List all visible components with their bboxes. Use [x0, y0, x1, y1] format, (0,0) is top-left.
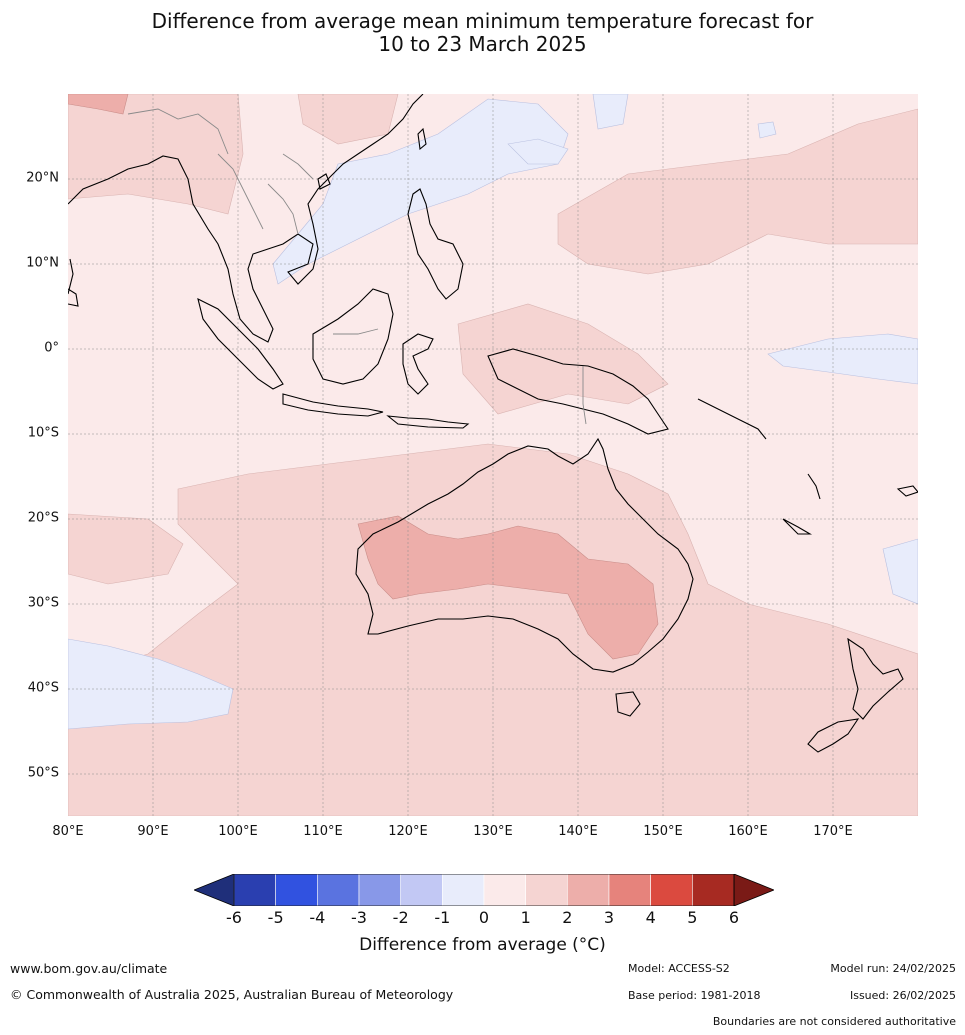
colorbar-extend-low	[194, 874, 235, 906]
coast-fiji	[896, 485, 918, 497]
colorbar	[194, 874, 774, 906]
colorbar-swatch	[650, 874, 693, 906]
colorbar-tick-label: 2	[562, 908, 573, 927]
coast-sulawesi	[402, 333, 434, 395]
coast-new-caledonia	[782, 518, 813, 535]
coast-lesser-sunda	[386, 415, 470, 429]
coast-solomons	[697, 398, 767, 440]
coast-nz-north	[847, 637, 904, 720]
coast-tasmania	[615, 691, 641, 717]
lat-label-10n: 10°N	[26, 255, 59, 271]
coast-india-east	[68, 258, 74, 295]
coast-nz-south	[807, 718, 860, 753]
lat-label-50s: 50°S	[27, 765, 59, 781]
footer-model: Model: ACCESS-S2	[628, 962, 730, 975]
map-title: Difference from average mean minimum tem…	[0, 10, 965, 56]
colorbar-tick-label: -2	[392, 908, 409, 927]
coastlines	[68, 94, 918, 753]
colorbar-swatch	[233, 874, 276, 906]
footer-website: www.bom.gov.au/climate	[10, 961, 168, 976]
coast-borneo	[312, 288, 394, 385]
lon-label-110e: 110°E	[303, 824, 343, 839]
footer-copyright: © Commonwealth of Australia 2025, Austra…	[10, 987, 454, 1002]
colorbar-tick-label: -6	[226, 908, 242, 927]
colorbar-swatch	[525, 874, 568, 906]
colorbar-swatch	[275, 874, 318, 906]
title-line-2: 10 to 23 March 2025	[378, 32, 587, 56]
colorbar-tick-label: 1	[520, 908, 531, 927]
colorbar-tick-label: -5	[267, 908, 284, 927]
coast-asia	[68, 94, 424, 343]
lat-label-20n: 20°N	[26, 170, 59, 186]
lon-label-80e: 80°E	[52, 824, 84, 839]
lon-label-120e: 120°E	[388, 824, 428, 839]
colorbar-swatch	[567, 874, 610, 906]
colorbar-tick-label: 0	[478, 908, 490, 927]
colorbar-swatch	[400, 874, 443, 906]
coast-philippines	[407, 188, 464, 300]
title-line-1: Difference from average mean minimum tem…	[151, 9, 814, 33]
coast-new-guinea	[487, 348, 669, 435]
footer-issued: Issued: 26/02/2025	[849, 989, 956, 1002]
colorbar-label: Difference from average (°C)	[359, 935, 606, 955]
coast-australia	[355, 437, 694, 673]
colorbar-tick-label: 3	[603, 908, 615, 927]
colorbar-tick-label: 6	[728, 908, 740, 927]
lat-label-40s: 40°S	[27, 680, 59, 696]
lat-label-30s: 30°S	[27, 595, 59, 611]
graticule	[68, 94, 918, 816]
colorbar-frame	[233, 874, 735, 906]
coast-vanuatu	[807, 473, 821, 500]
colorbar-swatch	[317, 874, 360, 906]
lon-label-130e: 130°E	[473, 824, 513, 839]
coast-sri-lanka	[68, 288, 79, 307]
coast-java	[282, 393, 384, 417]
colorbar-swatch	[358, 874, 401, 906]
lon-label-160e: 160°E	[728, 824, 768, 839]
colorbar-tick-label: -4	[309, 908, 326, 927]
lon-label-90e: 90°E	[137, 824, 169, 839]
footer-base-period: Base period: 1981-2018	[628, 989, 761, 1002]
footer-model-run: Model run: 24/02/2025	[830, 962, 956, 975]
colorbar-swatch	[442, 874, 485, 906]
colorbar-extend-high	[733, 874, 774, 906]
colorbar-tick-label: -3	[351, 908, 367, 927]
colorbar-swatch	[692, 874, 735, 906]
lat-label-20s: 20°S	[27, 510, 59, 526]
country-borders	[127, 108, 587, 425]
lon-label-140e: 140°E	[558, 824, 598, 839]
forecast-map	[68, 94, 918, 816]
footer-disclaimer: Boundaries are not considered authoritat…	[712, 1015, 956, 1028]
lon-label-170e: 170°E	[813, 824, 853, 839]
coast-taiwan	[417, 127, 427, 151]
coast-sumatra	[197, 297, 284, 390]
colorbar-swatch	[608, 874, 651, 906]
colorbar-swatch	[483, 874, 526, 906]
anomaly-warm-2-3	[68, 94, 659, 660]
lon-label-150e: 150°E	[643, 824, 683, 839]
colorbar-tick-label: 5	[687, 908, 698, 927]
lat-label-10s: 10°S	[27, 425, 59, 441]
colorbar-tick-label: 4	[645, 908, 656, 927]
lat-label-equator: 0°	[44, 340, 59, 356]
coast-hainan	[317, 173, 331, 190]
lon-label-100e: 100°E	[218, 824, 258, 839]
colorbar-tick-label: -1	[434, 908, 451, 927]
